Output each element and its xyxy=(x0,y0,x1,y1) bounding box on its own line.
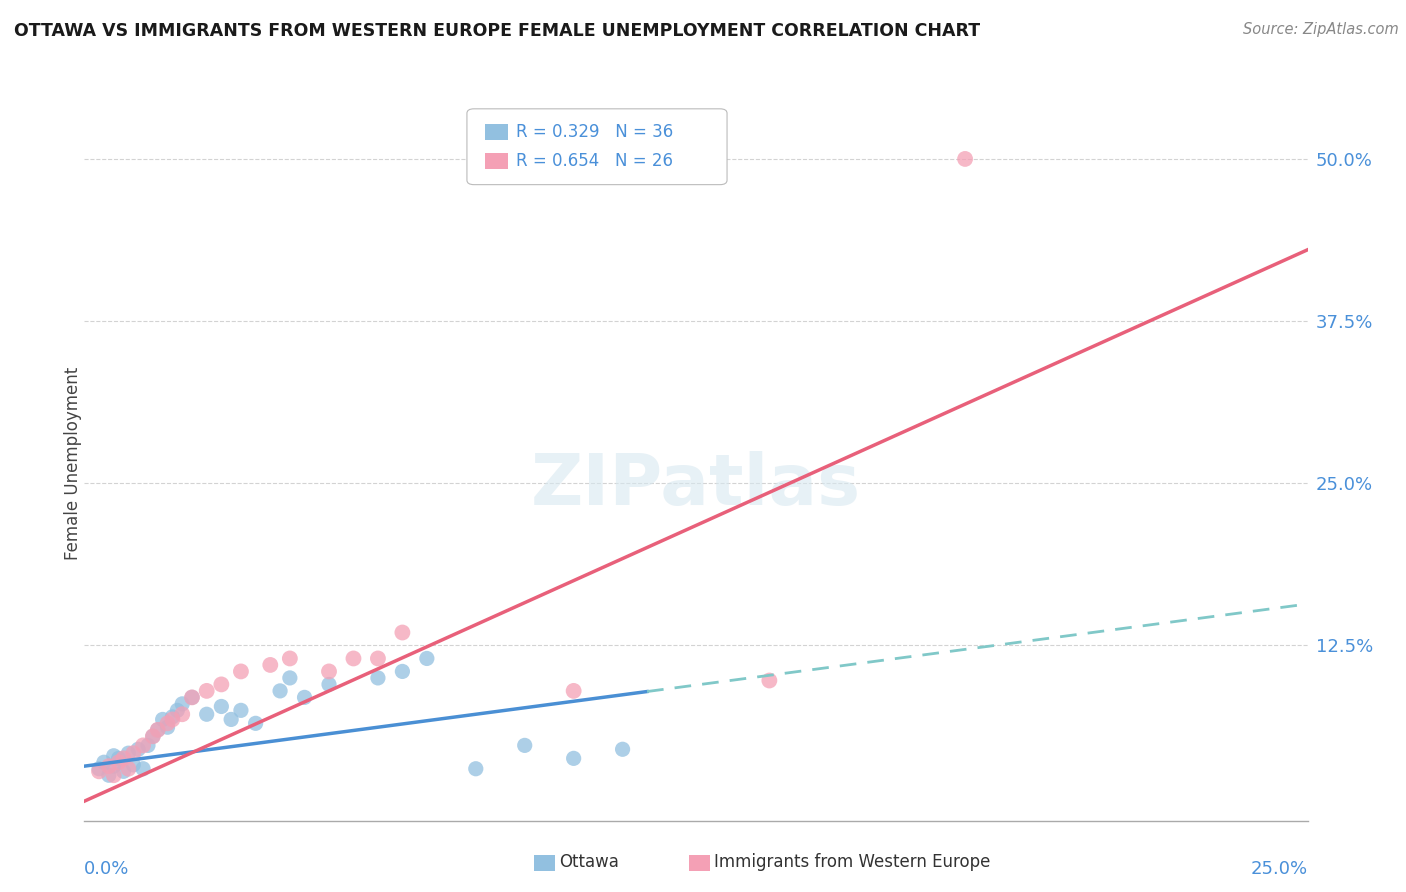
Point xyxy=(318,677,340,691)
Y-axis label: Female Unemployment: Female Unemployment xyxy=(65,368,82,560)
Point xyxy=(107,751,129,765)
Point xyxy=(229,703,252,717)
Point xyxy=(142,729,165,743)
Point xyxy=(245,716,267,731)
Point xyxy=(758,673,780,688)
Point xyxy=(209,677,232,691)
Point xyxy=(127,742,149,756)
Point xyxy=(195,707,218,722)
Text: R = 0.329   N = 36: R = 0.329 N = 36 xyxy=(516,123,673,141)
Point xyxy=(122,746,145,760)
Point xyxy=(229,665,252,679)
Point xyxy=(172,707,194,722)
Point xyxy=(278,651,301,665)
Point xyxy=(112,751,135,765)
Point xyxy=(513,739,536,753)
Text: 25.0%: 25.0% xyxy=(1250,860,1308,878)
Point xyxy=(391,625,413,640)
Point xyxy=(162,710,184,724)
Text: Immigrants from Western Europe: Immigrants from Western Europe xyxy=(714,853,991,871)
Point xyxy=(132,739,155,753)
Point xyxy=(122,757,145,772)
Point xyxy=(156,720,179,734)
Point xyxy=(181,690,204,705)
Point xyxy=(97,768,120,782)
Point xyxy=(269,684,291,698)
Point xyxy=(162,713,184,727)
Point xyxy=(146,723,169,737)
Point xyxy=(278,671,301,685)
Point xyxy=(97,759,120,773)
Point xyxy=(146,723,169,737)
Point xyxy=(117,746,139,760)
Text: Source: ZipAtlas.com: Source: ZipAtlas.com xyxy=(1243,22,1399,37)
Text: Ottawa: Ottawa xyxy=(560,853,620,871)
Point xyxy=(181,690,204,705)
Text: OTTAWA VS IMMIGRANTS FROM WESTERN EUROPE FEMALE UNEMPLOYMENT CORRELATION CHART: OTTAWA VS IMMIGRANTS FROM WESTERN EUROPE… xyxy=(14,22,980,40)
Point xyxy=(367,651,389,665)
Point xyxy=(132,762,155,776)
Point xyxy=(152,713,174,727)
Text: ZIPatlas: ZIPatlas xyxy=(531,450,860,520)
Text: 0.0%: 0.0% xyxy=(84,860,129,878)
Point xyxy=(416,651,439,665)
Point xyxy=(612,742,634,756)
Point xyxy=(142,729,165,743)
Point xyxy=(172,697,194,711)
Point xyxy=(112,764,135,779)
Point xyxy=(136,739,159,753)
Point xyxy=(93,756,115,770)
Point xyxy=(342,651,364,665)
Point xyxy=(103,759,125,773)
Point xyxy=(562,751,585,765)
Point xyxy=(87,764,110,779)
Point xyxy=(367,671,389,685)
Point xyxy=(318,665,340,679)
Point xyxy=(209,699,232,714)
Point xyxy=(195,684,218,698)
Point xyxy=(953,152,976,166)
Point xyxy=(103,768,125,782)
Text: R = 0.654   N = 26: R = 0.654 N = 26 xyxy=(516,153,673,170)
Point xyxy=(107,756,129,770)
Point xyxy=(562,684,585,698)
Point xyxy=(219,713,242,727)
Point xyxy=(259,657,281,672)
Point xyxy=(103,748,125,763)
Point xyxy=(391,665,413,679)
Point xyxy=(464,762,486,776)
Point xyxy=(117,762,139,776)
Point xyxy=(294,690,316,705)
Point xyxy=(156,716,179,731)
Point xyxy=(87,762,110,776)
Point xyxy=(166,703,188,717)
